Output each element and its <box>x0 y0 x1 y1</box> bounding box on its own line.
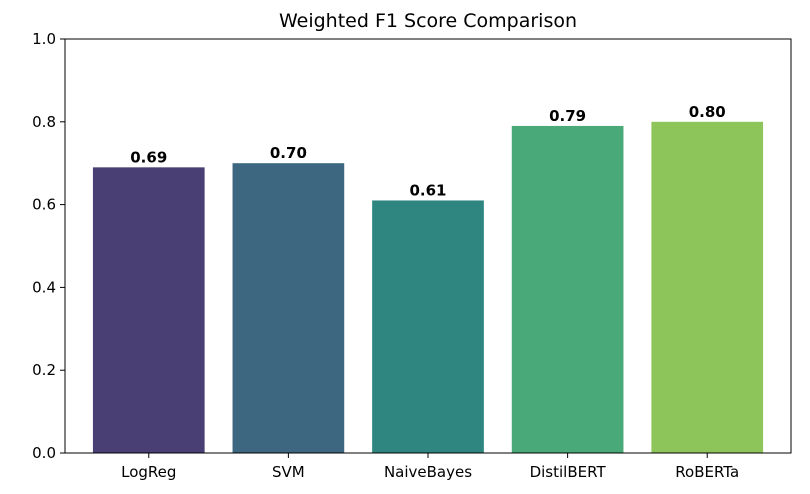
bars-group <box>92 121 764 454</box>
y-tick-label: 0.6 <box>32 196 56 214</box>
data-label-logreg: 0.69 <box>130 148 167 166</box>
bar-distilbert <box>511 125 624 453</box>
x-tick-label: NaiveBayes <box>384 463 472 481</box>
data-label-roberta: 0.80 <box>689 103 726 121</box>
data-label-distilbert: 0.79 <box>549 107 586 125</box>
data-label-naivebayes: 0.61 <box>409 181 446 199</box>
y-tick-label: 0.8 <box>32 113 56 131</box>
bar-svm <box>232 163 345 453</box>
y-axis: 0.0 0.2 0.4 0.6 0.8 1.0 <box>32 30 65 462</box>
x-tick-label: SVM <box>272 463 305 481</box>
bar-logreg <box>92 167 205 453</box>
x-tick-label: RoBERTa <box>675 463 739 481</box>
y-tick-label: 0.4 <box>32 278 56 296</box>
data-label-svm: 0.70 <box>270 144 307 162</box>
x-tick-label: LogReg <box>121 463 176 481</box>
y-tick-label: 1.0 <box>32 30 56 48</box>
x-axis: LogReg SVM NaiveBayes DistilBERT RoBERTa <box>121 453 739 481</box>
y-tick-label: 0.2 <box>32 361 56 379</box>
bar-naivebayes <box>372 200 484 453</box>
chart-title: Weighted F1 Score Comparison <box>279 10 577 32</box>
y-tick-label: 0.0 <box>32 444 56 462</box>
data-labels-group: 0.69 0.70 0.61 0.79 0.80 <box>130 103 725 200</box>
x-tick-label: DistilBERT <box>530 463 607 481</box>
bar-roberta <box>651 121 764 454</box>
